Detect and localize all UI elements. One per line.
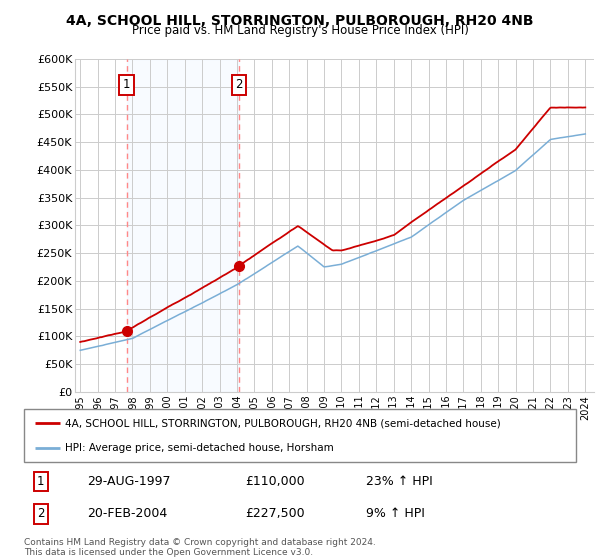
Text: 20-FEB-2004: 20-FEB-2004 xyxy=(88,507,168,520)
Text: 2: 2 xyxy=(37,507,44,520)
Text: HPI: Average price, semi-detached house, Horsham: HPI: Average price, semi-detached house,… xyxy=(65,442,334,452)
Text: Contains HM Land Registry data © Crown copyright and database right 2024.
This d: Contains HM Land Registry data © Crown c… xyxy=(24,538,376,557)
Text: 4A, SCHOOL HILL, STORRINGTON, PULBOROUGH, RH20 4NB: 4A, SCHOOL HILL, STORRINGTON, PULBOROUGH… xyxy=(66,14,534,28)
Text: 9% ↑ HPI: 9% ↑ HPI xyxy=(366,507,425,520)
Text: 29-AUG-1997: 29-AUG-1997 xyxy=(88,475,171,488)
Text: 1: 1 xyxy=(37,475,44,488)
FancyBboxPatch shape xyxy=(24,409,576,462)
Text: Price paid vs. HM Land Registry's House Price Index (HPI): Price paid vs. HM Land Registry's House … xyxy=(131,24,469,37)
Text: 2: 2 xyxy=(235,78,243,91)
Text: 1: 1 xyxy=(123,78,130,91)
Text: £110,000: £110,000 xyxy=(245,475,304,488)
Text: 4A, SCHOOL HILL, STORRINGTON, PULBOROUGH, RH20 4NB (semi-detached house): 4A, SCHOOL HILL, STORRINGTON, PULBOROUGH… xyxy=(65,418,501,428)
Bar xyxy=(127,59,239,392)
Text: 23% ↑ HPI: 23% ↑ HPI xyxy=(366,475,433,488)
Text: £227,500: £227,500 xyxy=(245,507,304,520)
